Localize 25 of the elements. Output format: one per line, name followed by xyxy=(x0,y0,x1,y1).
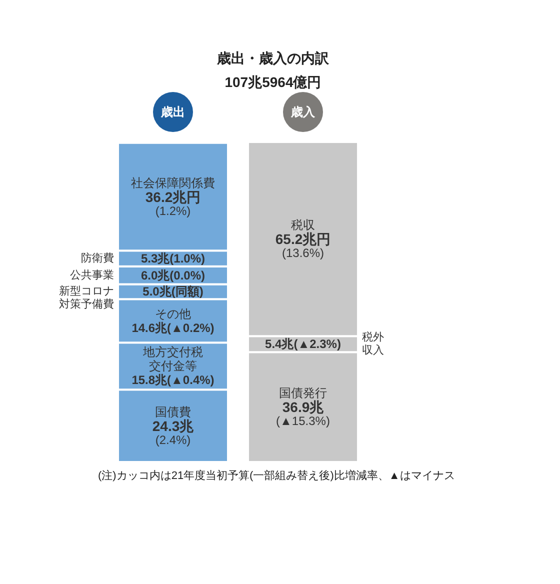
series-label: 公共事業 xyxy=(70,268,114,282)
series-label: 社会保障関係費 xyxy=(131,176,215,190)
series-label: 税外収入 xyxy=(362,330,384,357)
data-label: 5.0兆(同額) xyxy=(142,284,204,299)
text: (注)カッコ内は21年度当初予算(一部組み替え後)比増減率、▲はマイナス xyxy=(98,468,456,483)
chart-subtitle: 107兆5964億円 xyxy=(224,74,322,92)
series-label: 国債費 xyxy=(155,404,191,419)
data-label: 6.0兆(0.0%) xyxy=(140,268,206,282)
data-label: 5.4兆(▲2.3%) xyxy=(265,337,341,352)
data-label: 36.9兆(▲15.3%) xyxy=(276,399,330,428)
series-label: その他 xyxy=(155,306,191,321)
x-tick-label: 歳出 xyxy=(160,105,185,119)
series-label: 地方交付税交付金等 xyxy=(142,345,203,374)
series-label: 国債発行 xyxy=(279,386,327,400)
series-label: 新型コロナ対策予備費 xyxy=(59,284,114,311)
data-label: 14.6兆(▲0.2%) xyxy=(132,320,214,335)
data-label: 36.2兆円(1.2%) xyxy=(145,188,201,218)
series-label: 税収 xyxy=(291,218,315,232)
data-label: 15.8兆(▲0.4%) xyxy=(132,373,214,388)
series-label: 防衛費 xyxy=(81,252,114,265)
data-label: 5.3兆(1.0%) xyxy=(140,252,206,266)
data-label: 65.2兆円(13.6%) xyxy=(275,231,331,260)
x-tick-label: 歳入 xyxy=(290,105,316,119)
data-label: 24.3兆(2.4%) xyxy=(152,418,195,447)
chart-title: 歳出・歳入の内訳 xyxy=(216,50,330,68)
